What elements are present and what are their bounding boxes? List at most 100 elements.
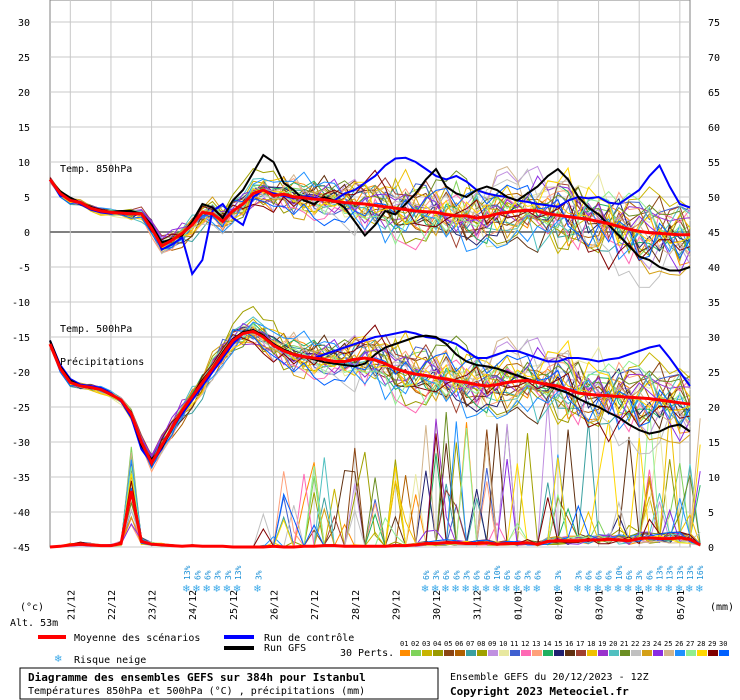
pert-legend-swatch <box>499 650 509 656</box>
left-tick-label: -15 <box>12 333 30 344</box>
right-tick-label: 65 <box>708 88 720 99</box>
pert-legend-swatch <box>620 650 630 656</box>
snowflake-icon: ❄ <box>614 584 622 595</box>
altitude: Alt. 53m <box>10 618 58 629</box>
date-tick-label: 28/12 <box>351 590 362 620</box>
date-tick-label: 26/12 <box>269 590 280 620</box>
right-tick-label: 5 <box>708 508 714 519</box>
pert-legend-label: 11 <box>510 640 518 648</box>
snow-risk-pct: 3% <box>254 570 263 580</box>
t850-gfs-line <box>49 153 691 272</box>
left-tick-label: 30 <box>18 18 30 29</box>
t500-pert-30 <box>49 329 691 470</box>
snow-risk-pct: 6% <box>534 570 543 580</box>
snow-risk-pct: 3% <box>635 570 644 580</box>
right-tick-label: 60 <box>708 123 720 134</box>
pert-legend-label: 23 <box>642 640 650 648</box>
snowflake-icon: ❄ <box>634 584 642 595</box>
left-tick-label: -45 <box>12 543 30 554</box>
snowflake-icon: ❄ <box>665 584 673 595</box>
pert-legend-swatch <box>631 650 641 656</box>
pert-legend-label: 15 <box>554 640 562 648</box>
legend: Moyenne des scénarios Run de contrôle Ru… <box>38 632 729 666</box>
date-tick-label: 22/12 <box>107 590 118 620</box>
pert-legend-swatch <box>477 650 487 656</box>
snow-risk-pct: 6% <box>595 570 604 580</box>
snow-risk-pct: 10% <box>493 565 502 580</box>
snowflake-icon: ❄ <box>675 584 683 595</box>
date-tick-label: 02/01 <box>554 590 565 620</box>
pert-legend-label: 26 <box>675 640 683 648</box>
snow-risk-pct: 6% <box>193 570 202 580</box>
snow-risk-pct: 6% <box>605 570 614 580</box>
pert-legend-label: 25 <box>664 640 672 648</box>
snow-risk-pct: 13% <box>656 565 665 580</box>
snowflake-icon: ❄ <box>462 584 470 595</box>
snowflake-icon: ❄ <box>533 584 541 595</box>
snow-risk-pct: 13% <box>686 565 695 580</box>
snow-risk-pct: 13% <box>183 565 192 580</box>
snowflake-icon: ❄ <box>604 584 612 595</box>
snow-risk-pct: 6% <box>625 570 634 580</box>
snowflake-icon: ❄ <box>522 584 530 595</box>
pert-legend-swatch <box>598 650 608 656</box>
snow-risk-pct: 6% <box>645 570 654 580</box>
pert-legend-swatch <box>609 650 619 656</box>
right-tick-label: 70 <box>708 53 720 64</box>
snowflake-icon: ❄ <box>492 584 500 595</box>
snow-risk-pct: 6% <box>422 570 431 580</box>
snowflake-icon: ❄ <box>644 584 652 595</box>
date-tick-label: 05/01 <box>676 590 687 620</box>
snowflake-icon: ❄ <box>573 584 581 595</box>
left-tick-label: -40 <box>12 508 30 519</box>
snow-risk-pct: 13% <box>676 565 685 580</box>
pert-legend-label: 27 <box>686 640 694 648</box>
pert-legend-swatch <box>697 650 707 656</box>
title-box: Diagramme des ensembles GEFS sur 384h po… <box>19 667 439 700</box>
pert-legend-swatch <box>543 650 553 656</box>
snow-risk-pct: 6% <box>473 570 482 580</box>
pert-legend-label: 10 <box>499 640 507 648</box>
pert-legend-swatch <box>532 650 542 656</box>
snowflake-icon: ❄ <box>482 584 490 595</box>
left-tick-label: 20 <box>18 88 30 99</box>
snow-risk-pct: 16% <box>696 565 705 580</box>
t500-mean-line <box>48 329 691 467</box>
snow-risk-pct: 3% <box>214 570 223 580</box>
snowflake-icon: ❄ <box>182 584 190 595</box>
snow-risk-pct: 3% <box>463 570 472 580</box>
snowflake-icon: ❄ <box>472 584 480 595</box>
date-tick-label: 31/12 <box>473 590 484 620</box>
snowflake-icon: ❄ <box>624 584 632 595</box>
pert-legend-label: 14 <box>543 640 551 648</box>
date-tick-label: 03/01 <box>595 590 606 620</box>
pert-legend-label: 20 <box>609 640 617 648</box>
date-axis-ticks: 21/12 22/12 23/12 24/12 25/12 26/12 27/12 28/12… <box>66 590 687 620</box>
snowflake-icon: ❄ <box>441 584 449 595</box>
right-tick-label: 0 <box>708 543 714 554</box>
pert-legend-label: 28 <box>697 640 705 648</box>
left-tick-label: -30 <box>12 438 30 449</box>
legend-control-label: Run de contrôle <box>264 632 354 644</box>
right-tick-label: 20 <box>708 403 720 414</box>
snow-risk-pct: 6% <box>584 570 593 580</box>
right-tick-label: 15 <box>708 438 720 449</box>
left-tick-label: -10 <box>12 298 30 309</box>
snowflake-icon: ❄ <box>253 584 261 595</box>
pert-legend-swatch <box>422 650 432 656</box>
date-tick-label: 30/12 <box>432 590 443 620</box>
pert-legend-swatch <box>565 650 575 656</box>
right-tick-label: 55 <box>708 158 720 169</box>
date-tick-label: 21/12 <box>66 590 77 620</box>
pert-legend-label: 07 <box>466 640 474 648</box>
right-tick-label: 75 <box>708 18 720 29</box>
left-tick-label: 10 <box>18 158 30 169</box>
pert-legend-swatch <box>576 650 586 656</box>
right-tick-label: 35 <box>708 298 720 309</box>
pert-legend-label: 12 <box>521 640 529 648</box>
snowflake-icon: ❄ <box>583 584 591 595</box>
snow-risk-pct: 3% <box>554 570 563 580</box>
left-tick-label: -5 <box>18 263 30 274</box>
